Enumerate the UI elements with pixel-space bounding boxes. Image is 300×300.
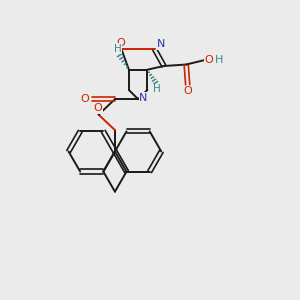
Text: H: H [215, 55, 224, 65]
Text: O: O [81, 94, 90, 104]
Text: O: O [117, 38, 125, 48]
Text: H: H [153, 84, 161, 94]
Text: O: O [94, 103, 102, 113]
Text: O: O [183, 86, 192, 96]
Text: H: H [114, 44, 122, 54]
Text: N: N [157, 39, 165, 49]
Text: O: O [204, 55, 213, 65]
Text: N: N [139, 93, 148, 103]
